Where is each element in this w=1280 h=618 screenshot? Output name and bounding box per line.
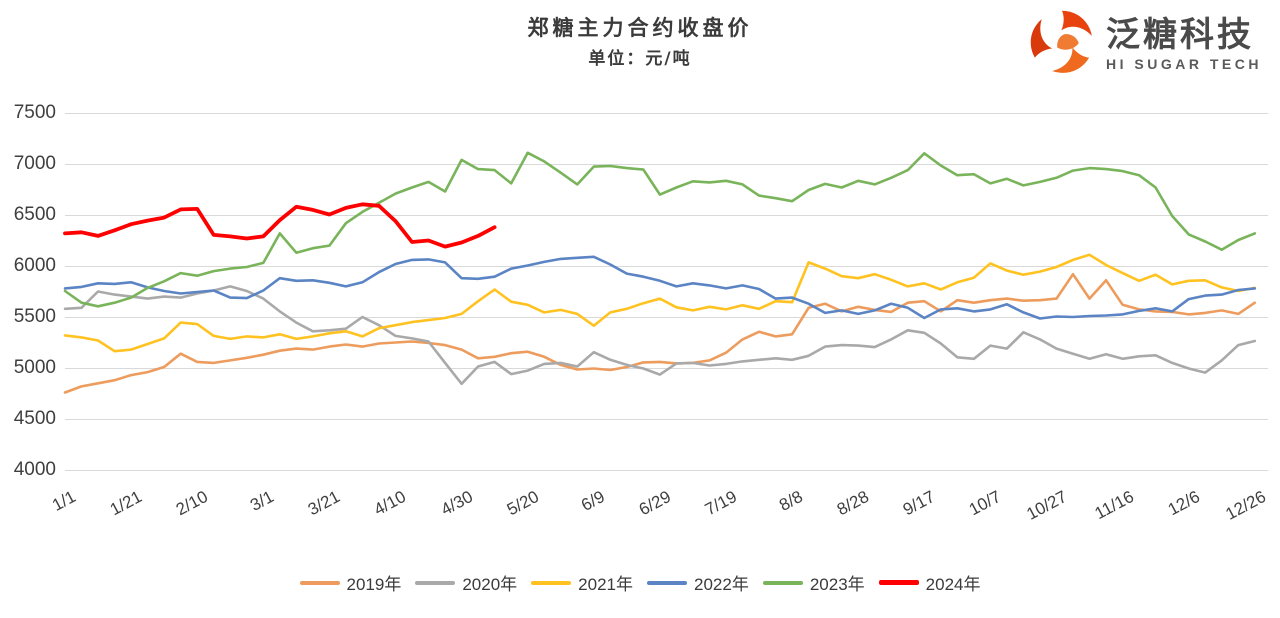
gridline [65,164,1268,165]
series-line-2022年 [63,255,1257,320]
legend: 2019年 2020年 2021年 2022年 2023年 2024年 [0,570,1280,595]
y-axis-label: 5500 [13,306,56,327]
y-axis-label: 6000 [13,255,56,276]
legend-item-2019年: 2019年 [299,570,402,595]
legend-swatch [647,580,687,585]
gridline [65,266,1268,267]
legend-label: 2020年 [462,575,518,594]
chart-subtitle: 单位：元/吨 [588,49,692,69]
legend-label: 2021年 [578,575,633,594]
gridline [65,470,1268,471]
legend-label: 2023年 [809,575,865,594]
series-line-2024年 [63,202,497,249]
legend-swatch [762,580,803,585]
series-line-2023年 [63,151,1257,308]
legend-item-2024年: 2024年 [878,570,981,595]
y-axis-label: 4500 [13,408,56,429]
logo: 泛糖科技 HI SUGAR TECH [1028,8,1262,81]
gridline [65,113,1268,114]
legend-swatch [531,580,572,585]
chart-title: 郑糖主力合约收盘价 [527,15,753,40]
y-axis-label: 7000 [13,153,56,174]
legend-item-2021年: 2021年 [531,570,633,595]
series-line-2020年 [63,285,1257,386]
series-line-2021年 [63,253,1257,353]
y-axis-label: 7500 [13,102,56,123]
legend-item-2020年: 2020年 [415,570,517,595]
legend-item-2022年: 2022年 [647,570,749,595]
gridline [65,317,1268,318]
logo-name: 泛糖科技 [1106,15,1255,54]
y-axis-label: 4000 [13,459,56,480]
y-axis-label: 6500 [13,204,56,225]
swirl-sphere-icon [1028,8,1096,81]
y-axis-label: 5000 [13,357,56,378]
gridline [65,368,1268,369]
gridline [65,419,1268,420]
legend-label: 2022年 [694,575,749,594]
legend-swatch [415,580,456,585]
legend-swatch [299,580,340,585]
legend-label: 2019年 [346,575,402,594]
legend-label: 2024年 [925,575,981,594]
gridline [65,215,1268,216]
logo-tagline: HI SUGAR TECH [1106,56,1262,73]
series-line-2019年 [63,272,1257,394]
legend-swatch [878,580,919,585]
legend-item-2023年: 2023年 [762,570,865,595]
